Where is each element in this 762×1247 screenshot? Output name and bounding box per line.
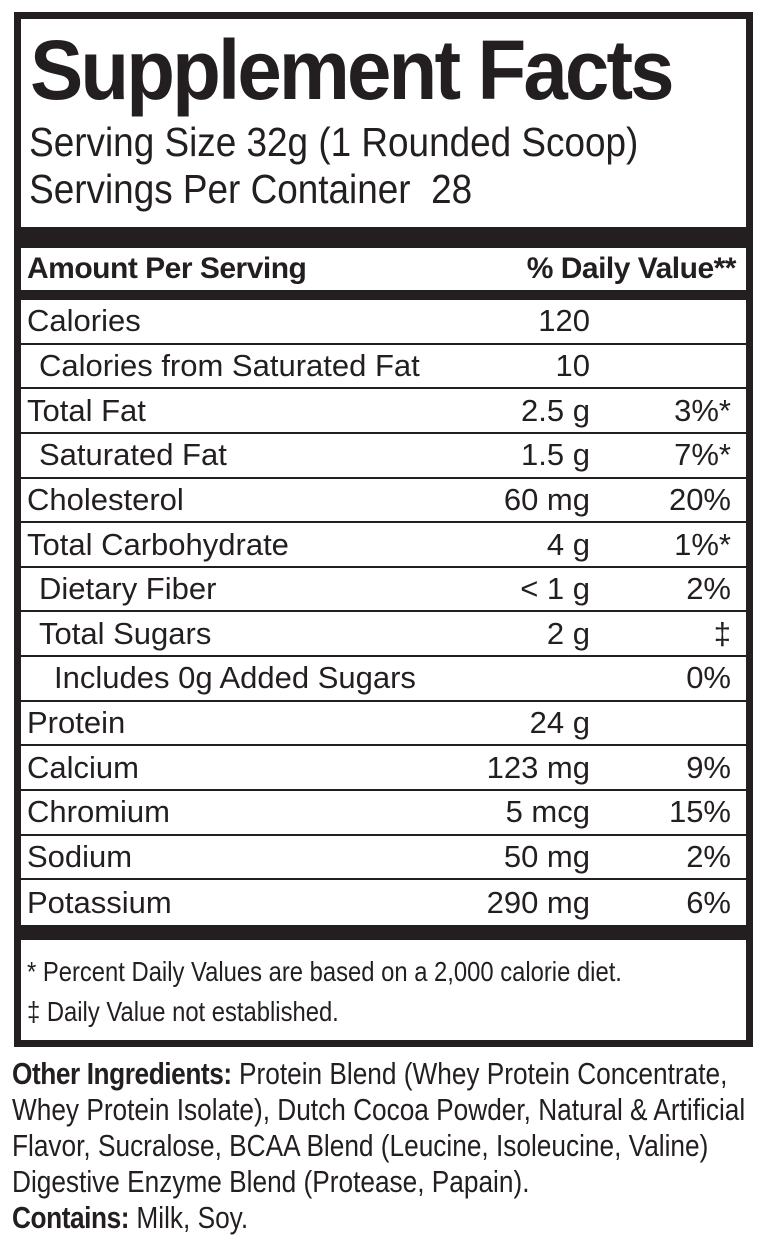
nutrient-row: Cholesterol 60 mg 20% [21,479,746,524]
nutrient-amount: 5 mcg [505,794,590,830]
serving-size: Serving Size 32g (1 Rounded Scoop) [29,119,639,165]
nutrient-label: Calories [27,303,141,339]
nutrient-label: Total Fat [27,392,146,428]
other-ingredients: Other Ingredients: Protein Blend (Whey P… [12,1056,752,1200]
nutrient-amount: 60 mg [503,481,590,517]
nutrient-daily-value: 1%* [674,526,731,562]
nutrient-label: Total Carbohydrate [27,526,289,562]
nutrient-row: Total Fat 2.5 g 3%* [21,389,746,434]
nutrient-row: Sodium 50 mg 2% [21,836,746,881]
nutrient-daily-value: 0% [686,660,731,696]
nutrient-daily-value: 2% [686,839,731,874]
nutrient-amount: 1.5 g [521,437,590,473]
table-header-row: Amount Per Serving % Daily Value** [21,248,746,290]
divider-thick-bottom [21,924,746,940]
supplement-facts-panel: Supplement Facts Serving Size 32g (1 Rou… [14,12,753,1047]
footnote-not-established: ‡ Daily Value not established. [27,995,339,1027]
nutrient-daily-value: 15% [668,794,731,830]
nutrient-label: Sodium [27,839,133,874]
nutrient-row: Total Sugars 2 g ‡ [21,612,746,658]
nutrient-amount: 120 [538,303,590,339]
nutrient-row: Calcium 123 mg 9% [21,746,746,792]
nutrient-label: Includes 0g Added Sugars [54,660,416,696]
nutrient-daily-value: 2% [686,571,731,607]
other-ingredients-label: Other Ingredients: [12,1055,232,1091]
nutrient-label: Calcium [27,749,139,785]
nutrient-row: Protein 24 g [21,702,746,747]
nutrient-amount: 10 [555,347,590,383]
amount-per-serving-header: Amount Per Serving [27,252,307,285]
nutrient-amount: 2.5 g [521,392,590,428]
nutrient-amount: 123 mg [486,749,590,785]
nutrient-label: Total Sugars [39,615,212,651]
nutrient-label: Protein [27,705,126,741]
contains-statement: Contains: Milk, Soy. [12,1200,752,1236]
nutrient-amount: 24 g [529,705,590,741]
nutrient-amount: 290 mg [486,884,590,920]
servings-per-container: Servings Per Container 28 [29,166,473,212]
nutrient-daily-value: 20% [668,481,731,517]
nutrient-label: Cholesterol [27,481,184,517]
nutrient-daily-value: 7%* [674,437,731,473]
nutrient-label: Calories from Saturated Fat [39,347,420,383]
ingredients-section: Other Ingredients: Protein Blend (Whey P… [12,1056,752,1236]
nutrient-daily-value: ‡ [713,615,731,651]
nutrient-rows: Calories 120 Calories from Saturated Fat… [21,300,746,925]
contains-label: Contains: [12,1199,130,1235]
nutrient-amount: < 1 g [520,571,590,607]
contains-text: Milk, Soy. [136,1199,249,1235]
nutrient-amount: 2 g [546,615,590,651]
nutrient-label: Potassium [27,884,172,920]
nutrient-amount: 50 mg [503,839,590,874]
nutrient-daily-value: 9% [686,749,731,785]
nutrient-row: Calories 120 [21,300,746,345]
nutrient-row: Potassium 290 mg 6% [21,880,746,925]
nutrient-daily-value: 3%* [674,392,731,428]
nutrient-label: Saturated Fat [39,437,227,473]
footnote-daily-values: * Percent Daily Values are based on a 2,… [27,955,622,987]
nutrient-row: Dietary Fiber < 1 g 2% [21,568,746,613]
nutrient-daily-value: 6% [686,884,731,920]
daily-value-header: % Daily Value** [526,252,737,285]
divider-medium [21,290,746,300]
nutrient-row: Total Carbohydrate 4 g 1%* [21,523,746,568]
divider-thick-top [21,227,746,248]
nutrient-row: Chromium 5 mcg 15% [21,791,746,836]
nutrient-amount: 4 g [546,526,590,562]
nutrient-label: Dietary Fiber [39,571,217,607]
footnotes: * Percent Daily Values are based on a 2,… [21,940,746,1040]
nutrient-row: Saturated Fat 1.5 g 7%* [21,434,746,479]
panel-title-wrap: Supplement Facts [21,19,746,119]
other-ingredients-text: Protein Blend (Whey Protein Concentrate,… [12,1055,746,1199]
nutrient-row: Calories from Saturated Fat 10 [21,345,746,390]
nutrient-row: Includes 0g Added Sugars 0% [21,657,746,702]
nutrient-label: Chromium [27,794,170,830]
panel-title: Supplement Facts [30,23,675,117]
